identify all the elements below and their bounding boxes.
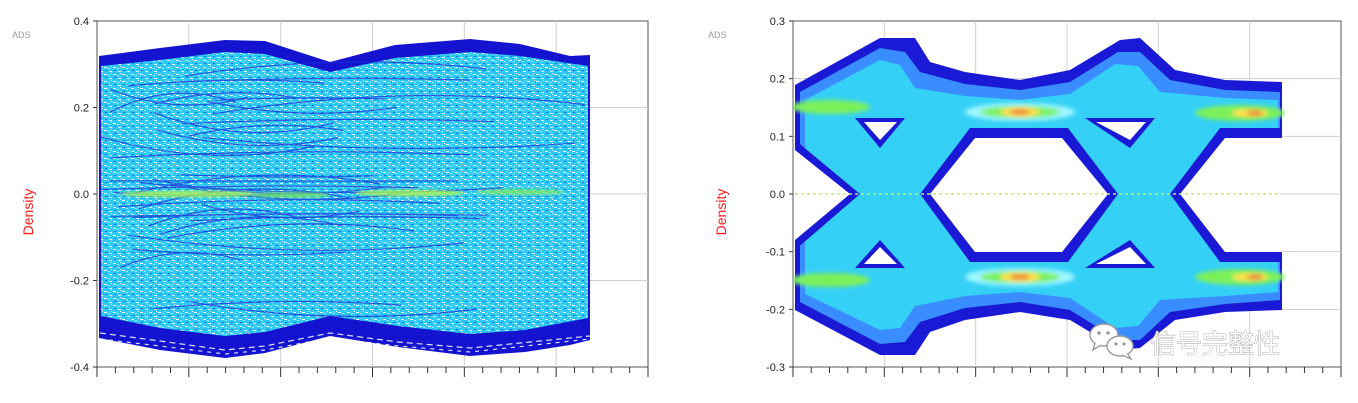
chart-left: ADS Density 0.4 0.2 0.0 -0.2 -0.4 bbox=[12, 16, 649, 377]
eye-streak bbox=[148, 208, 297, 227]
eye-rails-right bbox=[793, 100, 1285, 287]
eye-streak bbox=[152, 300, 402, 310]
y-tick-label: 0.2 bbox=[770, 74, 785, 86]
eye-opening-left-partial-inner bbox=[795, 150, 850, 240]
eye-streak bbox=[167, 223, 415, 239]
eye-streak bbox=[153, 112, 335, 134]
x-ticks-right bbox=[792, 367, 1342, 377]
eye-streak bbox=[133, 174, 381, 195]
eye-streak bbox=[212, 94, 585, 115]
y-tick-label: -0.1 bbox=[766, 247, 785, 259]
y-tick-label: -0.3 bbox=[766, 362, 785, 374]
eye-streak bbox=[159, 216, 342, 235]
x-ticks-left bbox=[96, 367, 649, 377]
y-tick-label: 0.2 bbox=[74, 103, 89, 115]
eye-streak bbox=[100, 136, 315, 157]
eye-streak bbox=[182, 118, 495, 125]
y-axis-label-left: Density bbox=[20, 189, 36, 236]
eye-bottom-dashes-left bbox=[99, 332, 591, 355]
eye-streak bbox=[109, 88, 248, 106]
eye-streak bbox=[109, 92, 236, 113]
y-tick-label: 0.4 bbox=[74, 16, 89, 28]
y-tick-label: -0.4 bbox=[70, 362, 89, 374]
y-ticks-left: 0.4 0.2 0.0 -0.2 -0.4 bbox=[70, 16, 97, 374]
watermark-text: 信号完整性 bbox=[1150, 330, 1280, 360]
eye-streak bbox=[180, 174, 374, 178]
eye-streak bbox=[191, 216, 481, 222]
eye-opening-2-inner bbox=[1180, 138, 1282, 252]
eye-center-left bbox=[120, 189, 565, 198]
ads-badge-left: ADS bbox=[12, 30, 31, 40]
eye-streak bbox=[207, 100, 397, 114]
eye-streak bbox=[184, 61, 487, 77]
eye-streak bbox=[110, 213, 489, 218]
y-tick-label: 0.1 bbox=[770, 131, 785, 143]
watermark: 信号完整性 bbox=[1089, 323, 1280, 361]
y-tick-label: -0.2 bbox=[70, 276, 89, 288]
y-tick-label: 0.3 bbox=[770, 16, 785, 28]
eye-streak bbox=[127, 79, 325, 87]
eye-streak bbox=[118, 199, 440, 208]
eye-streak bbox=[153, 92, 298, 105]
eye-streak bbox=[100, 185, 418, 191]
y-tick-label: 0.0 bbox=[74, 189, 89, 201]
eye-density-right bbox=[793, 38, 1285, 355]
eye-body-left bbox=[101, 52, 588, 336]
y-tick-label: 0.0 bbox=[770, 189, 785, 201]
y-tick-label: -0.2 bbox=[766, 304, 785, 316]
eye-streak bbox=[189, 301, 477, 318]
chart-right: ADS Density 0.3 0.2 0.1 0.0 -0.1 -0.2 -0.3 bbox=[708, 16, 1342, 377]
eye-density-left bbox=[99, 39, 591, 358]
eye-triangle-holes-inner bbox=[864, 122, 1146, 264]
eye-streak bbox=[214, 97, 384, 101]
y-axis-label-right: Density bbox=[713, 189, 729, 236]
eye-streak bbox=[109, 151, 471, 159]
eye-streak bbox=[127, 234, 464, 251]
eye-streak bbox=[156, 129, 338, 147]
wechat-icon bbox=[1089, 323, 1134, 361]
eye-streak bbox=[202, 136, 575, 150]
eye-streak bbox=[132, 248, 346, 256]
eye-streak bbox=[140, 182, 503, 194]
eye-opening-1-inner bbox=[930, 138, 1108, 252]
ads-badge-right: ADS bbox=[708, 30, 727, 40]
y-ticks-right: 0.3 0.2 0.1 0.0 -0.1 -0.2 -0.3 bbox=[766, 16, 793, 374]
eye-streak bbox=[189, 124, 344, 137]
